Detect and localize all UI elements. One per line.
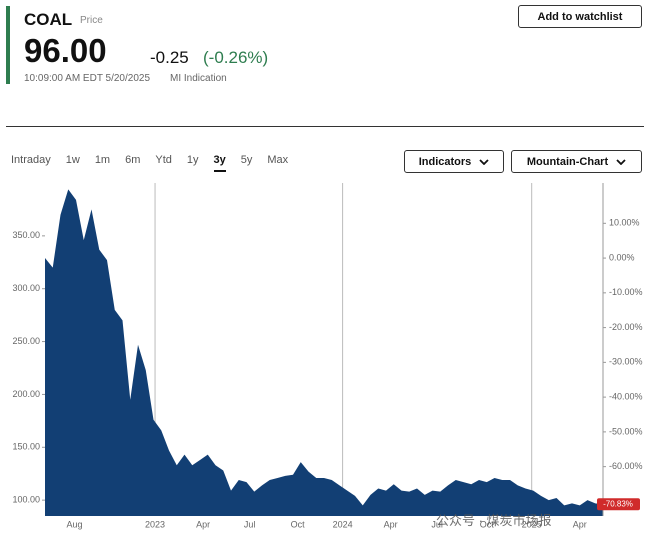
x-tick-label: Oct [480, 519, 495, 529]
x-tick-label: Apr [573, 519, 587, 529]
chart-type-label: Mountain-Chart [526, 155, 609, 168]
divider [6, 126, 644, 127]
y-tick-label: 250.00 [12, 336, 40, 346]
y-tick-label: 200.00 [12, 389, 40, 399]
y2-tick-label: -60.00% [609, 461, 643, 471]
range-tab[interactable]: 1m [94, 154, 111, 166]
symbol: COAL [24, 10, 73, 29]
change-pct: (-0.26%) [203, 48, 269, 67]
indication: MI Indication [170, 73, 227, 84]
accent-bar [6, 6, 10, 84]
area [45, 189, 603, 516]
chevron [479, 158, 489, 165]
y-tick-label: 100.00 [12, 495, 40, 505]
watermark: 公众号 · 煤炭市场报 [436, 513, 552, 528]
chart: Aug 2023 Apr Jul Oct 2024 Apr Jul Oct 2025 Apr 100.… [12, 183, 643, 529]
y-tick-label: 350.00 [12, 230, 40, 240]
y-tick-label: 150.00 [12, 442, 40, 452]
range-tab[interactable]: 3y [213, 154, 226, 172]
range-tab[interactable]: 1y [186, 154, 199, 166]
indicators-label: Indicators [418, 155, 472, 168]
y-tick-label: 300.00 [12, 283, 40, 293]
chart-type-dropdown[interactable]: Mountain-Chart [511, 150, 642, 173]
range-tab[interactable]: Intraday [11, 154, 51, 166]
change: -0.25 [150, 48, 189, 67]
x-tick-label: 2025 [522, 519, 542, 529]
y2-tick-label: -50.00% [609, 426, 643, 436]
range-tab[interactable]: Max [267, 154, 289, 166]
x-tick-label: 2023 [145, 519, 165, 529]
x-tick-label: Apr [384, 519, 398, 529]
last-change-badge [597, 498, 640, 511]
watchlist-button[interactable]: Add to watchlist [518, 5, 642, 28]
y2-tick-label: -30.00% [609, 357, 643, 367]
y2-tick-label: -10.00% [609, 287, 643, 297]
range-tabs: Intraday 1w 1m 6m Ytd 1y 3y 5y Max [11, 150, 303, 172]
chevron [616, 158, 626, 165]
x-tick-label: Oct [291, 519, 306, 529]
last-change-label: -70.83% [603, 499, 633, 508]
price-label: Price [80, 15, 103, 26]
timestamp: 10:09:00 AM EDT 5/20/2025 [24, 73, 151, 84]
y2-tick-label: 0.00% [609, 252, 635, 262]
y2-tick-label: -40.00% [609, 391, 643, 401]
x-tick-label: 2024 [333, 519, 353, 529]
range-tab[interactable]: 1w [65, 154, 80, 166]
range-tab[interactable]: 5y [240, 154, 253, 166]
x-tick-label: Jul [431, 519, 443, 529]
price: 96.00 [24, 32, 107, 69]
x-tick-label: Apr [196, 519, 210, 529]
range-tab[interactable]: Ytd [155, 154, 172, 166]
y2-tick-label: -20.00% [609, 322, 643, 332]
x-tick-label: Jul [244, 519, 256, 529]
indicators-dropdown[interactable]: Indicators [404, 150, 504, 173]
x-tick-label: Aug [66, 519, 82, 529]
y2-tick-label: 10.00% [609, 218, 640, 228]
range-tab[interactable]: 6m [125, 154, 141, 166]
